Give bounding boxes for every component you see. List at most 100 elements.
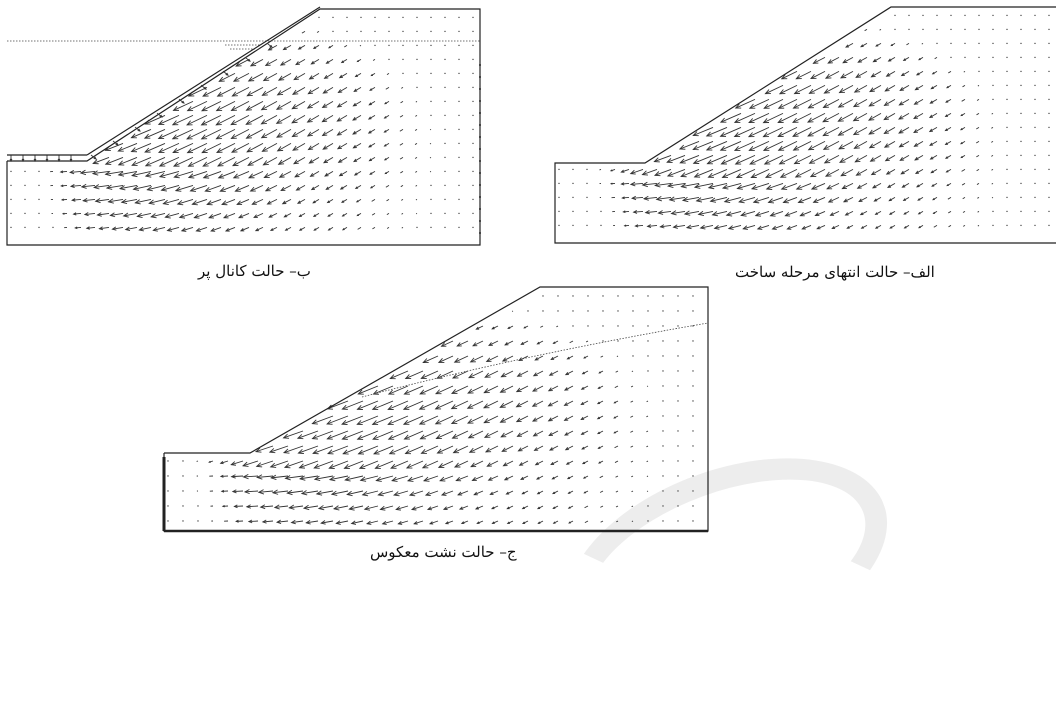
vector-dot xyxy=(662,400,663,401)
displacement-vector xyxy=(452,416,468,424)
vector-dot xyxy=(950,43,951,44)
vector-dot xyxy=(458,185,459,186)
vector-dot xyxy=(992,57,993,58)
displacement-vector xyxy=(203,157,221,166)
displacement-arrows xyxy=(558,15,1049,230)
vector-dot xyxy=(992,71,993,72)
vector-dot xyxy=(557,295,558,296)
displacement-vector xyxy=(796,71,811,78)
vector-dot xyxy=(662,490,663,491)
vector-dot xyxy=(10,199,11,200)
vector-dot xyxy=(692,445,693,446)
displacement-vector xyxy=(839,99,853,107)
vector-dot xyxy=(444,157,445,158)
displacement-vector xyxy=(824,141,839,149)
displacement-vector xyxy=(632,491,633,492)
displacement-vector xyxy=(415,143,417,144)
vector-dot xyxy=(662,415,663,416)
vector-dot xyxy=(167,490,168,491)
displacement-vector xyxy=(323,87,333,93)
boundary-node xyxy=(479,160,481,162)
vector-dot xyxy=(167,520,168,521)
vector-dot xyxy=(908,29,909,30)
vector-dot xyxy=(1006,183,1007,184)
displacement-vector xyxy=(218,87,235,96)
boundary-node xyxy=(479,100,481,102)
vector-dot xyxy=(894,29,895,30)
displacement-vector xyxy=(484,416,498,423)
displacement-vector xyxy=(404,431,423,439)
vector-dot xyxy=(1034,85,1035,86)
vector-dot xyxy=(677,355,678,356)
displacement-vector xyxy=(796,169,811,177)
displacement-vector xyxy=(234,171,249,177)
vector-dot xyxy=(950,15,951,16)
vector-dot xyxy=(416,59,417,60)
vector-dot xyxy=(374,31,375,32)
vector-dot xyxy=(197,520,198,521)
displacement-vector xyxy=(501,386,513,392)
vector-dot xyxy=(558,197,559,198)
displacement-vector xyxy=(616,476,618,477)
displacement-vector xyxy=(400,115,403,117)
vector-dot xyxy=(692,490,693,491)
displacement-vector xyxy=(856,169,867,175)
vector-dot xyxy=(662,310,663,311)
vector-dot xyxy=(677,340,678,341)
vector-dot xyxy=(444,59,445,60)
vector-dot xyxy=(677,490,678,491)
displacement-vector xyxy=(486,446,498,452)
displacement-vector xyxy=(302,31,305,33)
displacement-vector xyxy=(262,143,277,151)
vector-dot xyxy=(572,325,573,326)
displacement-vector xyxy=(401,87,403,88)
vector-dot xyxy=(922,15,923,16)
displacement-vector xyxy=(963,85,965,86)
vector-dot xyxy=(662,295,663,296)
displacement-vector xyxy=(337,115,347,121)
displacement-vector xyxy=(373,59,375,60)
vector-dot xyxy=(444,227,445,228)
vector-dot xyxy=(964,29,965,30)
vector-dot xyxy=(1048,57,1049,58)
displacement-vector xyxy=(246,129,263,138)
vector-dot xyxy=(388,17,389,18)
displacement-vector xyxy=(308,129,319,136)
displacement-vector xyxy=(436,431,453,439)
displacement-vector xyxy=(838,127,853,135)
displacement-vector xyxy=(615,461,618,463)
vector-dot xyxy=(978,15,979,16)
vector-dot xyxy=(1034,113,1035,114)
vector-dot xyxy=(1034,15,1035,16)
displacement-vector xyxy=(119,157,137,164)
displacement-vector xyxy=(885,85,895,91)
displacement-vector xyxy=(884,113,895,119)
vector-dot xyxy=(1048,211,1049,212)
displacement-vector xyxy=(962,183,965,185)
displacement-vector xyxy=(295,171,305,176)
vector-dot xyxy=(388,59,389,60)
displacement-vector xyxy=(501,431,513,437)
vector-dot xyxy=(388,31,389,32)
vector-dot xyxy=(458,87,459,88)
displacement-vector xyxy=(453,371,468,378)
vector-dot xyxy=(587,295,588,296)
vector-dot xyxy=(472,45,473,46)
displacement-vector xyxy=(468,416,483,423)
vector-dot xyxy=(632,325,633,326)
slope-outline xyxy=(555,7,1056,243)
vector-dot xyxy=(416,17,417,18)
vector-dot xyxy=(992,99,993,100)
displacement-vector xyxy=(484,386,498,393)
vector-dot xyxy=(692,400,693,401)
vector-dot xyxy=(586,225,587,226)
displacement-vector xyxy=(469,431,483,438)
displacement-vector xyxy=(266,59,277,65)
vector-dot xyxy=(182,520,183,521)
vector-dot xyxy=(458,171,459,172)
displacement-vector xyxy=(372,227,375,229)
displacement-vector xyxy=(372,213,375,215)
vector-dot xyxy=(647,370,648,371)
displacement-vector xyxy=(793,127,811,136)
vector-dot xyxy=(332,17,333,18)
